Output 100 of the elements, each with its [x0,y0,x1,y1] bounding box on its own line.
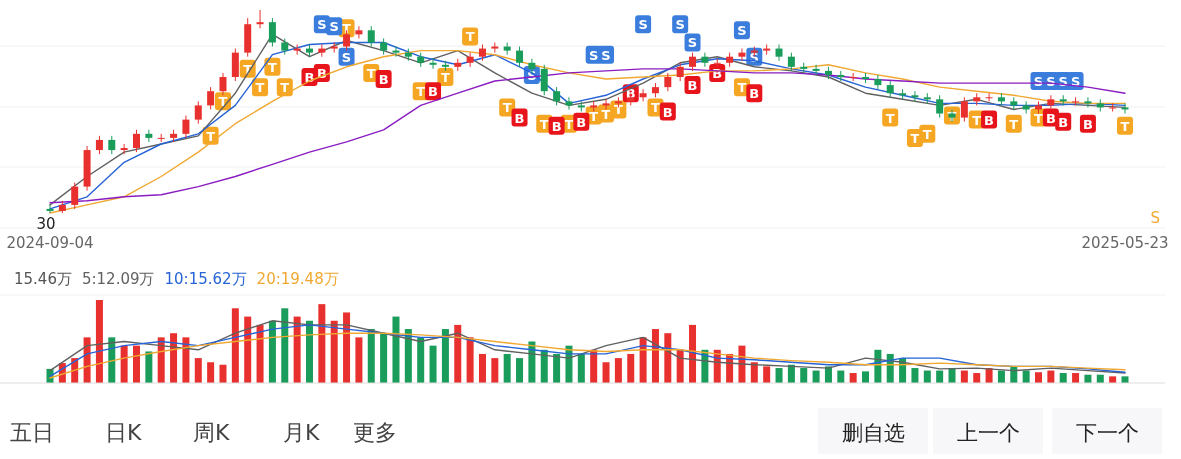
marker: B [511,108,528,127]
bar [367,329,375,383]
bar [454,324,462,383]
bar [392,316,400,383]
series-label: S [317,17,327,33]
bar [429,345,437,383]
bar [478,353,486,383]
marker: B [746,84,763,103]
marker: T [252,78,269,97]
bar [256,324,264,383]
marker: B [1079,114,1096,133]
bar [627,353,635,383]
bar [355,337,363,383]
text: 20:19.48万 [256,270,339,288]
text: 月K [283,420,320,445]
marker: T [437,68,454,86]
series-label: T [601,106,611,122]
bar [281,308,289,383]
bar [763,366,771,383]
bar [849,373,857,383]
bar [330,320,338,383]
marker: T [536,114,553,133]
text: S [1150,209,1160,227]
bar [244,316,252,383]
marker: S [326,17,343,36]
bar [219,364,227,383]
bar [503,353,511,383]
text: 上一个 [956,421,1020,445]
bar [1072,373,1080,383]
text: 更多 [353,420,397,445]
marker: B [981,110,998,129]
bar [689,324,697,383]
marker: T [276,78,293,97]
bar [404,329,412,383]
bar [268,320,276,383]
bar [305,320,313,383]
bar [182,337,190,383]
marker: B [659,102,676,121]
marker: T [1117,116,1133,135]
text: 5:12.09万 [81,270,155,288]
text: 10:15.62万 [164,270,247,288]
bar [120,345,128,383]
marker: S [313,15,330,34]
text: 删自选 [841,421,905,445]
bar [194,358,202,383]
bar [1109,376,1117,383]
marker: T [882,108,899,127]
marker: T [499,98,516,117]
marker: T [363,63,380,82]
bar [343,312,351,383]
bar [157,337,165,383]
annotation: 30 [36,215,56,233]
bar [577,353,585,383]
bar [750,362,758,383]
marker: S [733,21,750,40]
x-tick-label: 2025-05-23 [1081,234,1169,252]
marker: T [733,78,750,97]
text: 周K [193,420,230,445]
marker: B [425,82,442,101]
marker: S [684,33,701,52]
text: 五日 [10,420,54,445]
bar [95,300,103,383]
bar [231,308,239,383]
marker: S [635,15,652,34]
marker: T [1005,114,1022,133]
marker: S [672,15,689,34]
bar [602,362,610,383]
bar [132,345,140,383]
text: 15.46万 [14,270,72,288]
bar [417,337,425,383]
bar [145,351,153,383]
bar [1035,372,1043,383]
bar [380,333,388,383]
bar [973,373,981,383]
marker: T [906,128,923,147]
marker: T [215,92,231,111]
bar [516,358,524,383]
bar [911,368,919,383]
bar [466,337,474,383]
bar [664,333,672,383]
bar [318,304,326,383]
bar [1121,376,1129,383]
bar [800,368,808,383]
marker: T [462,27,479,46]
marker: S [338,47,355,66]
marker: T [264,57,281,76]
x-tick-label: 2024-09-04 [6,234,94,252]
bar [553,353,561,383]
marker: B [573,112,590,131]
text: 下一个 [1075,421,1139,445]
marker: T [647,98,664,117]
bar [775,368,783,383]
marker: T [919,124,936,143]
bar [293,316,301,383]
marker: B [375,70,392,88]
bar [207,362,215,383]
bar [614,358,622,383]
marker: B [684,76,701,95]
bar [491,358,499,383]
bar [441,329,449,383]
